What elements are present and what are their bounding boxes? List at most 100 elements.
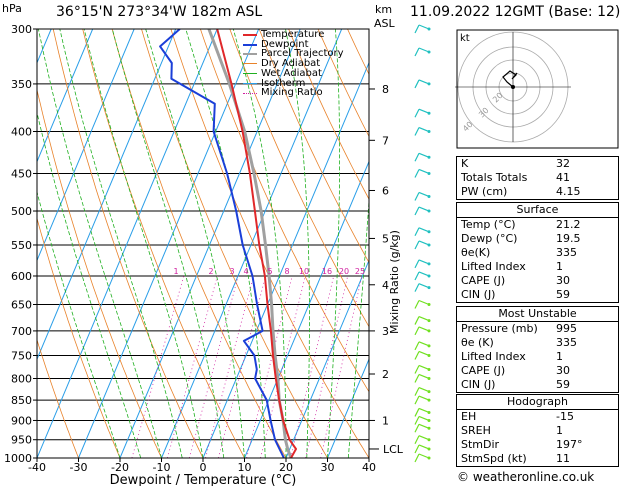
dry-adiabat-line xyxy=(37,88,162,458)
wind-barb-flag xyxy=(414,169,420,178)
wind-barb-flag xyxy=(414,47,420,57)
wind-barb-dot xyxy=(427,456,431,460)
hodograph-frame xyxy=(456,29,619,149)
wind-barb-staff xyxy=(418,299,430,306)
wind-barb-staff xyxy=(418,350,430,357)
x-tick-label: -10 xyxy=(153,461,171,474)
mu-value: 30 xyxy=(556,364,570,377)
wind-barb-staff xyxy=(418,435,430,441)
wind-barb-dot xyxy=(427,329,431,333)
x-tick-label: 10 xyxy=(238,461,252,474)
km-tick-label: 6 xyxy=(382,184,389,197)
hodo-row: EH -15 xyxy=(457,410,618,424)
legend-item-parcel: Parcel Trajectory xyxy=(243,49,344,59)
legend-swatch-parcel xyxy=(243,53,257,56)
km-tick-label: 8 xyxy=(382,83,389,96)
wet-adiabat-line xyxy=(327,29,340,458)
hodo-label: StmDir xyxy=(461,438,500,451)
parcel-trajectory-line xyxy=(207,29,293,458)
surface-label: θe(K) xyxy=(461,246,491,259)
datetime-label: 11.09.2022 12GMT (Base: 12) xyxy=(410,4,621,20)
indices-row-pw: PW (cm) 4.15 xyxy=(457,185,618,199)
pressure-tick-label: 350 xyxy=(11,78,32,91)
hodo-row: StmDir 197° xyxy=(457,438,618,452)
surface-value: 21.2 xyxy=(556,218,581,231)
pressure-unit-label: hPa xyxy=(2,2,22,15)
indices-value: 32 xyxy=(556,157,570,170)
wind-barb-flag xyxy=(414,108,420,118)
x-axis-label: Dewpoint / Temperature (°C) xyxy=(110,473,297,486)
mixing-ratio-label: 1 xyxy=(173,267,178,276)
chart-legend: Temperature Dewpoint Parcel Trajectory D… xyxy=(243,30,344,98)
wind-barb-dot xyxy=(427,50,431,54)
wind-barb-staff xyxy=(418,341,430,347)
wind-barb-dot xyxy=(427,426,431,430)
km-tick-label: 3 xyxy=(382,325,389,338)
x-tick-label: 40 xyxy=(362,461,376,474)
surface-row: Lifted Index 1 xyxy=(457,260,618,274)
mu-label: CIN (J) xyxy=(461,378,496,391)
hodo-row: StmSpd (kt) 11 xyxy=(457,452,618,466)
wind-barb-dot xyxy=(427,418,431,422)
wind-barb-staff xyxy=(418,191,430,198)
wind-barb-staff xyxy=(418,152,430,158)
km-tick-label: 5 xyxy=(382,232,389,245)
legend-swatch-isotherm xyxy=(243,82,257,84)
isotherm-line xyxy=(0,29,10,458)
x-tick-label: -30 xyxy=(70,461,88,474)
wind-barb-flag xyxy=(414,300,420,309)
legend-label-temperature: Temperature xyxy=(261,29,325,40)
legend-label-isotherm: Isotherm xyxy=(261,77,306,89)
most-unstable-title: Most Unstable xyxy=(457,307,618,322)
surface-value: 335 xyxy=(556,246,577,259)
wind-barb-flag xyxy=(414,453,420,463)
hodograph-table-title: Hodograph xyxy=(457,395,618,410)
wind-barb-staff xyxy=(418,395,430,401)
wind-barb-flag xyxy=(414,24,420,34)
wind-barb-dot xyxy=(427,209,431,213)
hodo-label: EH xyxy=(461,410,477,423)
wind-barb-dot xyxy=(427,353,431,357)
km-unit-label: km xyxy=(375,3,393,16)
dry-adiabat-line xyxy=(170,29,369,458)
wind-barb-dot xyxy=(427,410,431,414)
plot-area xyxy=(0,29,369,458)
surface-label: Lifted Index xyxy=(461,260,526,273)
legend-swatch-wet-adiabat xyxy=(243,73,257,75)
wind-barb-staff xyxy=(418,373,430,380)
wind-barb-flag xyxy=(414,424,420,433)
credit-label: © weatheronline.co.uk xyxy=(457,470,595,484)
surface-row: CAPE (J) 30 xyxy=(457,274,618,288)
wind-barb-flag xyxy=(414,240,420,250)
legend-item-mixing-ratio: Mixing Ratio xyxy=(243,88,344,98)
temperature-line xyxy=(216,29,297,458)
hodograph-trace xyxy=(502,70,518,88)
wind-barb-dot xyxy=(427,344,431,348)
km-tick-label: 1 xyxy=(382,414,389,427)
legend-item-temperature: Temperature xyxy=(243,30,344,40)
wind-barb-flag xyxy=(414,192,420,201)
lcl-label: LCL xyxy=(383,443,404,456)
wind-barb-staff xyxy=(418,79,430,85)
wind-barb-dot xyxy=(427,155,431,159)
indices-row-k: K 32 xyxy=(457,157,618,171)
hodo-value: 197° xyxy=(556,438,583,451)
wind-barb-flag xyxy=(414,227,420,237)
wind-barb-flag xyxy=(414,326,420,336)
legend-item-dewpoint: Dewpoint xyxy=(243,39,344,50)
surface-label: CIN (J) xyxy=(461,288,496,301)
dry-adiabat-line xyxy=(288,29,369,200)
wind-barb-flag xyxy=(414,316,420,325)
mixing-ratio-label: 8 xyxy=(284,267,289,276)
indices-label: K xyxy=(461,157,469,170)
indices-table: K 32 Totals Totals 41 PW (cm) 4.15 xyxy=(456,156,619,200)
mu-value: 59 xyxy=(556,378,570,391)
wind-barb-flag xyxy=(414,351,420,360)
isotherm-line xyxy=(202,61,369,458)
km-tick-label: 7 xyxy=(382,134,389,147)
wind-barb-dot xyxy=(427,82,431,86)
pressure-tick-label: 650 xyxy=(11,299,32,312)
mixing-ratio-label: 20 xyxy=(339,267,349,276)
wind-barb-flag xyxy=(414,283,420,292)
